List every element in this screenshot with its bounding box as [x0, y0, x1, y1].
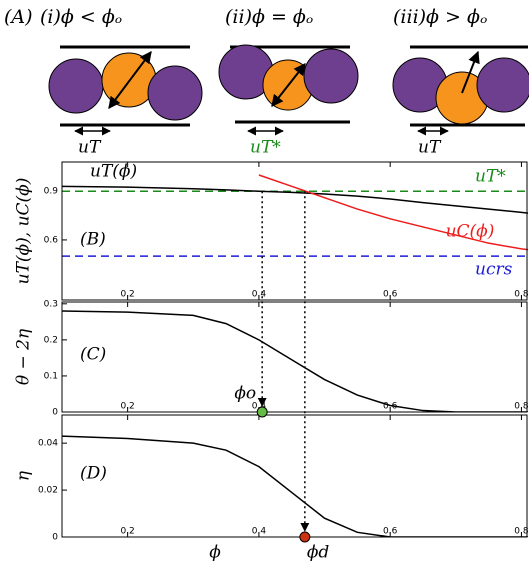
- y-axis-label: uT(ϕ), uC(ϕ): [14, 178, 34, 285]
- panel-label: (B): [80, 230, 106, 250]
- point-label: ϕd: [307, 543, 330, 563]
- data-line: [62, 435, 528, 537]
- marker-point: [256, 406, 268, 418]
- x-tick-label: 0.6: [383, 527, 398, 537]
- x-tick-label: 0.6: [383, 290, 398, 300]
- speed-label: uT: [418, 138, 442, 158]
- arrows: [74, 50, 480, 136]
- y-axis-label: η: [14, 470, 34, 481]
- panel-label: (A): [4, 6, 33, 28]
- y-tick-label: 0: [52, 408, 58, 418]
- y-tick-label: 0.9: [44, 187, 59, 197]
- plot-frame: [61, 161, 528, 301]
- y-axis-label: θ − 2η: [14, 328, 34, 385]
- data-line: [62, 185, 528, 214]
- y-tick-label: 0: [52, 533, 58, 543]
- x-axis-label: ϕ: [209, 543, 221, 563]
- x-tick-label: 0.4: [252, 527, 267, 537]
- x-tick-label: 0.6: [383, 402, 398, 412]
- y-tick-label: 0.6: [44, 235, 59, 245]
- speed-label: uT*: [250, 138, 281, 158]
- y-tick-label: 0.04: [38, 439, 58, 449]
- plot-frame: [61, 301, 528, 413]
- plot-frame: [61, 414, 528, 538]
- y-tick-label: 0.2: [44, 335, 58, 345]
- panel-label: (D): [80, 464, 107, 484]
- case-title: (iii)ϕ > ϕₒ: [393, 6, 487, 28]
- reference-label: uT*: [475, 167, 506, 187]
- point-label: ϕo: [234, 384, 256, 404]
- speed-label: uT: [78, 138, 102, 158]
- case-title: (i)ϕ < ϕₒ: [40, 6, 122, 28]
- x-tick-label: 0.8: [514, 402, 529, 412]
- x-tick-label: 0.2: [120, 527, 134, 537]
- x-tick-label: 0.2: [120, 402, 134, 412]
- x-tick-label: 0.2: [120, 290, 134, 300]
- x-tick-label: 0.8: [514, 527, 529, 537]
- reference-label: ucrs: [475, 260, 513, 280]
- panel-label: (C): [80, 345, 106, 365]
- y-tick-label: 0.1: [44, 371, 58, 381]
- x-tick-label: 0.8: [514, 290, 529, 300]
- series-label: uT(ϕ): [90, 162, 137, 182]
- x-tick-label: 0.4: [252, 290, 267, 300]
- marker-point: [299, 531, 311, 543]
- panel-a: (A) (i)ϕ < ϕₒ (ii)ϕ = ϕₒ (iii)ϕ > ϕₒ uT …: [4, 6, 529, 158]
- y-tick-label: 0.3: [44, 299, 58, 309]
- case-title: (ii)ϕ = ϕₒ: [225, 6, 313, 28]
- y-tick-label: 0.02: [38, 486, 58, 496]
- series-label: uC(ϕ): [446, 222, 495, 242]
- data-line: [258, 174, 528, 251]
- data-line: [62, 310, 528, 412]
